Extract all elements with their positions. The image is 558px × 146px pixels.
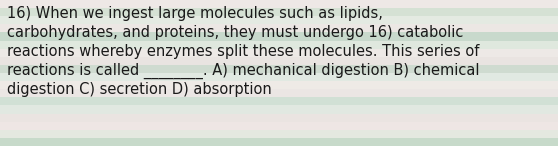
Bar: [0, 122, 558, 130]
Bar: [0, 65, 558, 73]
Bar: [0, 73, 558, 81]
Bar: [0, 41, 558, 49]
Bar: [0, 130, 558, 138]
Bar: [0, 24, 558, 32]
Bar: [0, 105, 558, 114]
Bar: [0, 49, 558, 57]
Bar: [0, 8, 558, 16]
Bar: [0, 114, 558, 122]
Bar: [0, 97, 558, 105]
Bar: [0, 89, 558, 97]
Bar: [0, 81, 558, 89]
Bar: [0, 57, 558, 65]
Bar: [0, 16, 558, 24]
Text: 16) When we ingest large molecules such as lipids,
carbohydrates, and proteins, : 16) When we ingest large molecules such …: [7, 6, 480, 97]
Bar: [0, 32, 558, 41]
Bar: [0, 0, 558, 8]
Bar: [0, 138, 558, 146]
